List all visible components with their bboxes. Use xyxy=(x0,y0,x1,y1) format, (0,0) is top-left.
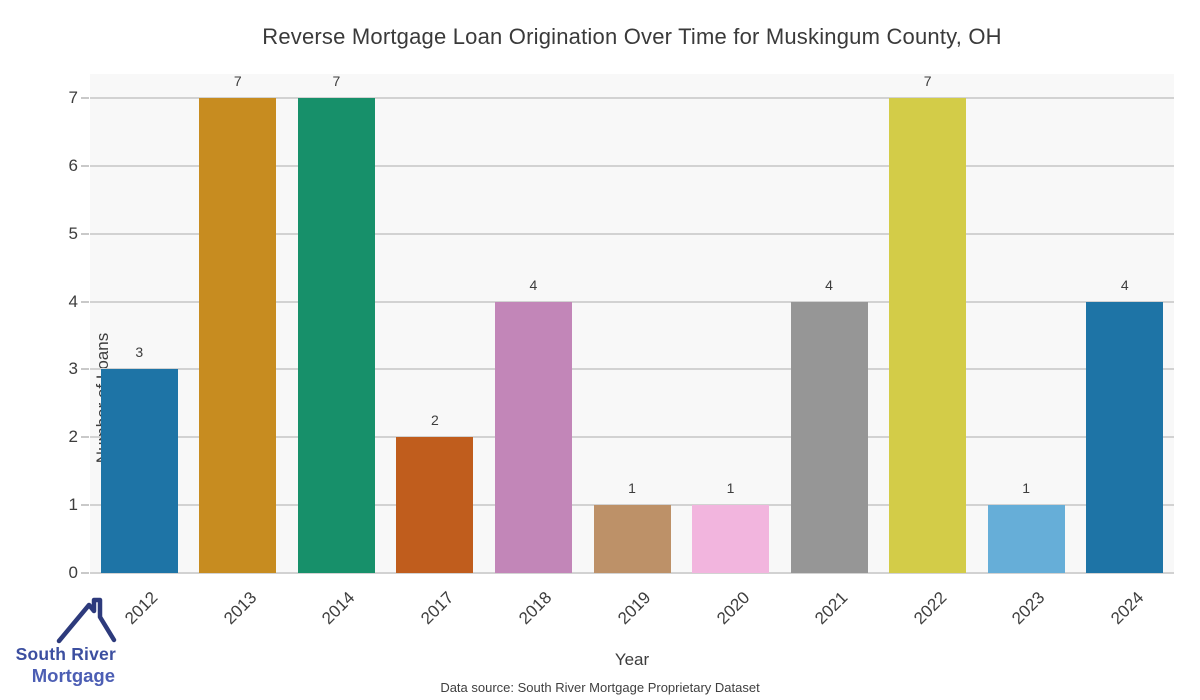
bar-value-label: 1 xyxy=(628,480,636,497)
x-tick-label: 2024 xyxy=(1106,587,1148,629)
y-tick-label: 3 xyxy=(68,359,78,379)
x-tick-label: 2017 xyxy=(417,587,458,629)
bar-2018 xyxy=(494,301,572,573)
x-tick-label: 2020 xyxy=(712,587,753,629)
bar-2022 xyxy=(889,98,967,573)
gridline xyxy=(90,436,1174,439)
y-tickmark xyxy=(81,164,89,167)
y-tick-label: 4 xyxy=(68,291,78,311)
bar-2013 xyxy=(199,98,277,573)
y-tickmark xyxy=(81,300,89,303)
bar-2019 xyxy=(593,505,671,573)
gridline xyxy=(90,368,1174,371)
plot-area: Number of Loans 012345673201272013720142… xyxy=(69,73,1174,628)
x-axis-label: Year xyxy=(614,650,650,669)
logo-text-line1: South River xyxy=(15,644,116,664)
y-tick-label: 2 xyxy=(68,427,78,447)
bar-value-label: 4 xyxy=(825,276,833,293)
bar-2020 xyxy=(692,505,770,573)
x-tick-label: 2014 xyxy=(318,587,359,629)
bar-2023 xyxy=(987,505,1065,573)
bar-2014 xyxy=(297,98,375,573)
bar-2017 xyxy=(396,437,474,573)
gridline xyxy=(90,232,1174,235)
house-roof-icon xyxy=(56,597,117,644)
bar-2012 xyxy=(100,369,178,573)
x-tick-label: 2022 xyxy=(909,587,950,629)
bar-value-label: 1 xyxy=(726,480,735,497)
bar-2024 xyxy=(1086,301,1164,573)
x-tick-label: 2019 xyxy=(614,587,655,629)
gridline xyxy=(90,300,1174,303)
x-tick-label: 2018 xyxy=(515,587,556,629)
gridline xyxy=(90,572,1174,574)
x-tick-label: 2023 xyxy=(1008,587,1049,629)
y-tick-label: 1 xyxy=(68,495,78,515)
y-tickmark xyxy=(81,572,89,574)
y-tickmark xyxy=(81,368,89,371)
bar-value-label: 2 xyxy=(430,412,439,429)
y-tickmark xyxy=(81,504,89,507)
chart-title: Reverse Mortgage Loan Origination Over T… xyxy=(262,24,1002,49)
south-river-mortgage-logo: South River Mortgage xyxy=(14,596,117,687)
gridline xyxy=(90,97,1174,99)
bar-value-label: 1 xyxy=(1022,480,1031,497)
y-tickmark xyxy=(81,97,89,99)
bar-value-label: 7 xyxy=(332,73,341,89)
gridline xyxy=(90,164,1174,167)
logo-text-line2: Mortgage xyxy=(31,665,115,686)
bar-value-label: 4 xyxy=(1120,276,1129,293)
y-tick-label: 7 xyxy=(68,88,78,107)
y-tickmark xyxy=(81,232,89,235)
bar-value-label: 4 xyxy=(529,276,538,293)
y-tick-label: 0 xyxy=(68,563,78,582)
y-tick-label: 6 xyxy=(68,155,78,175)
bar-value-label: 7 xyxy=(923,73,932,89)
x-tick-label: 2013 xyxy=(219,587,261,629)
x-tick-label: 2021 xyxy=(811,587,852,629)
bar-2021 xyxy=(790,301,868,573)
data-source-caption: Data source: South River Mortgage Propri… xyxy=(440,680,760,695)
bar-value-label: 3 xyxy=(135,344,144,361)
bar-value-label: 7 xyxy=(233,73,242,89)
y-tick-label: 5 xyxy=(68,223,78,243)
y-tickmark xyxy=(81,436,89,439)
